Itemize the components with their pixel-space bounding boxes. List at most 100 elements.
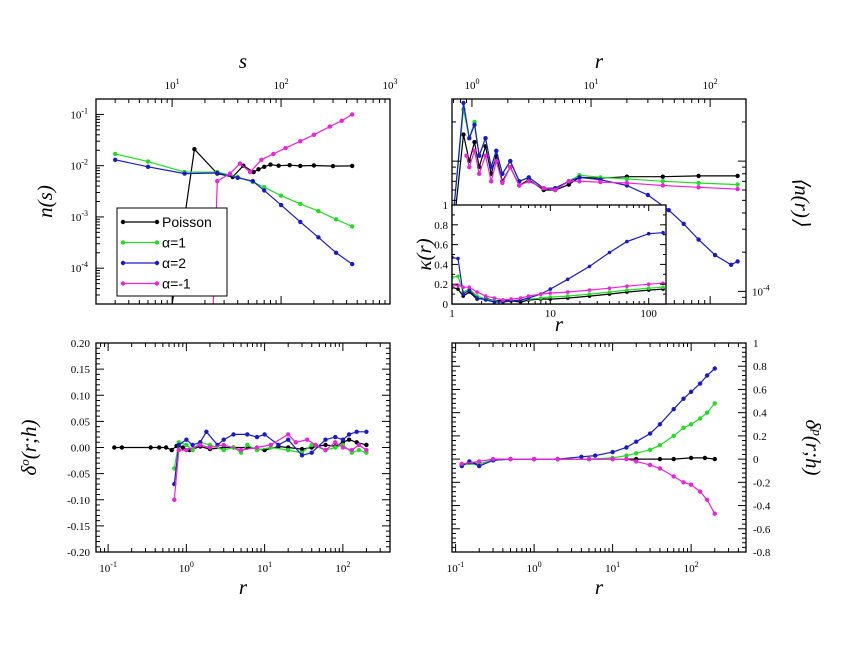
data-point — [607, 290, 612, 294]
data-point — [113, 151, 118, 157]
data-point — [221, 442, 226, 448]
series-am1 — [212, 112, 355, 304]
data-point — [464, 153, 469, 158]
y-tick-label: 0 — [443, 299, 449, 311]
data-point — [323, 442, 328, 448]
series-line — [461, 368, 716, 467]
data-point — [268, 162, 273, 167]
data-point — [283, 145, 288, 151]
data-point — [548, 295, 553, 299]
series-line — [465, 148, 738, 191]
data-point — [702, 455, 708, 461]
data-point — [215, 170, 220, 176]
panel-delta_o: 10-1 100 101 102 -0.20 -0.15 -0.10 -0.05 0.00 0.0… — [17, 338, 391, 599]
data-point — [660, 174, 665, 179]
data-point — [593, 453, 598, 458]
y-axis-label: δp(r;h) — [801, 420, 825, 476]
data-point — [607, 250, 612, 255]
data-point — [712, 366, 717, 371]
data-point — [671, 433, 676, 439]
x-axis-label: s — [239, 49, 247, 73]
y-tick-label: 0.6 — [753, 384, 767, 396]
y-tick-label: -0.8 — [753, 547, 771, 559]
data-point — [500, 180, 505, 186]
data-point — [356, 447, 362, 453]
axes-frame — [451, 342, 747, 553]
data-point — [221, 447, 226, 453]
y-tick-label: -0.15 — [67, 521, 90, 533]
data-point — [566, 182, 571, 187]
data-point — [548, 287, 553, 291]
data-point — [262, 188, 267, 193]
data-point — [539, 292, 543, 296]
legend-marker — [120, 281, 126, 286]
data-point — [483, 298, 488, 302]
data-point — [607, 286, 612, 291]
data-point — [610, 449, 615, 455]
data-point — [298, 139, 303, 144]
data-point — [625, 239, 629, 244]
data-point — [646, 286, 651, 291]
data-point — [625, 284, 629, 289]
data-point — [696, 185, 701, 190]
x-tick-label: 102 — [703, 77, 718, 92]
data-point — [728, 262, 734, 267]
data-point — [735, 182, 740, 187]
data-point — [286, 447, 291, 453]
data-point — [526, 175, 531, 180]
data-point — [259, 157, 264, 162]
data-point — [467, 164, 472, 170]
data-point — [157, 445, 162, 450]
y-tick-label: 0.8 — [434, 220, 448, 232]
data-point — [299, 446, 305, 452]
data-point — [262, 185, 267, 190]
data-point — [472, 139, 477, 145]
data-point — [688, 455, 694, 461]
data-point — [180, 445, 185, 450]
data-point — [176, 442, 181, 448]
data-point — [350, 224, 355, 229]
data-point — [657, 422, 663, 427]
y-tick-label: 0 — [753, 454, 759, 466]
data-point — [518, 296, 523, 300]
panel-kappa-inset: 1 10 100 0 0.2 0.4 0.6 0.8 1 r κ(r) — [412, 200, 667, 336]
x-axis-label: r — [555, 312, 564, 336]
panel-delta_p: 10-1 100 101 102 -0.8 -0.6 -0.4 -0.2 0 0.2 0.4 0.6 0… — [447, 338, 825, 599]
data-point — [508, 158, 513, 164]
data-point — [501, 298, 505, 302]
data-point — [350, 261, 355, 267]
x-axis-label: r — [595, 575, 604, 599]
x-tick-label: 10 — [545, 308, 557, 320]
data-point — [459, 461, 464, 466]
data-point — [250, 178, 255, 184]
data-point — [587, 292, 592, 296]
series-am1 — [464, 148, 740, 193]
data-point — [461, 132, 466, 137]
data-point — [696, 180, 701, 186]
y-tick-label: 0.20 — [71, 338, 91, 350]
y-tick-label: -0.20 — [67, 547, 90, 559]
data-point — [697, 416, 703, 421]
data-point — [456, 274, 460, 279]
data-point — [509, 297, 513, 301]
data-point — [579, 454, 584, 459]
data-point — [215, 178, 220, 184]
data-point — [182, 171, 187, 176]
data-point — [634, 459, 639, 464]
data-point — [235, 175, 240, 180]
data-point — [333, 440, 338, 445]
x-tick-label: 100 — [527, 560, 542, 575]
legend-marker — [154, 219, 160, 225]
data-point — [598, 179, 603, 185]
y-tick-label: 10-2 — [70, 158, 88, 173]
data-point — [565, 290, 570, 294]
data-point — [704, 497, 710, 502]
legend: Poisson α=1 α=2 α=-1 — [116, 207, 228, 297]
data-point — [647, 431, 653, 436]
data-point — [148, 445, 153, 450]
x-tick-label: 100 — [640, 308, 657, 320]
y-tick-label: 1 — [443, 200, 449, 212]
data-point — [339, 118, 344, 124]
data-point — [340, 445, 346, 450]
